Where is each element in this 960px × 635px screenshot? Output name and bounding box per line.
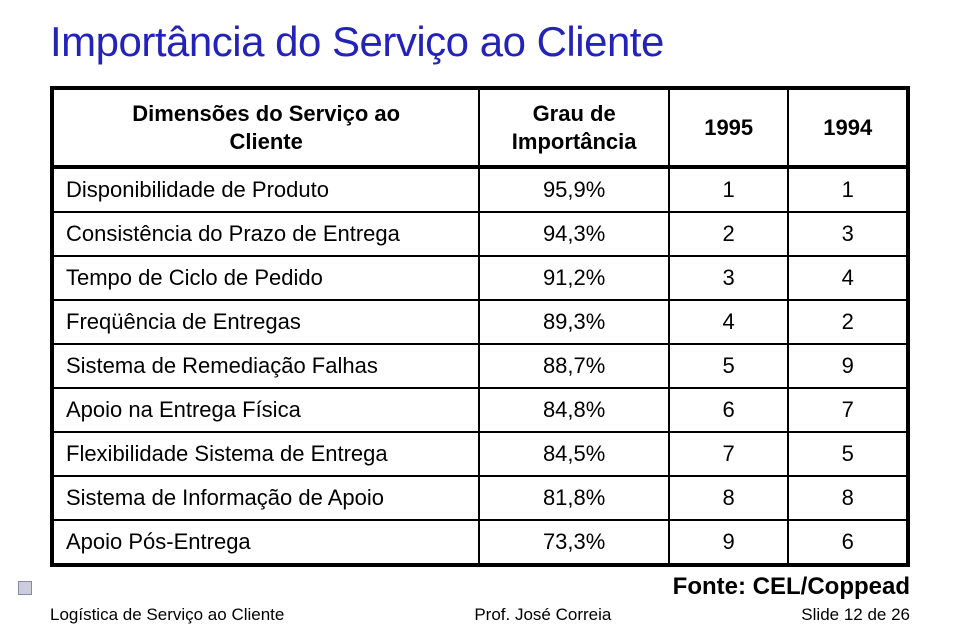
cell-dimension: Freqüência de Entregas [52, 300, 479, 344]
cell-rank: 3 [788, 212, 908, 256]
cell-dimension: Apoio Pós-Entrega [52, 520, 479, 565]
cell-rank: 9 [669, 520, 789, 565]
cell-rank: 1 [788, 167, 908, 212]
cell-rank: 1 [669, 167, 789, 212]
cell-dimension: Flexibilidade Sistema de Entrega [52, 432, 479, 476]
cell-rank: 7 [669, 432, 789, 476]
col-header-dimension: Dimensões do Serviço aoCliente [52, 88, 479, 167]
table-body: Disponibilidade de Produto95,9%11Consist… [52, 167, 908, 565]
cell-rank: 4 [669, 300, 789, 344]
source-label: Fonte: CEL/Coppead [50, 573, 910, 601]
slide: Importância do Serviço ao Cliente Dimens… [0, 0, 960, 635]
table-row: Freqüência de Entregas89,3%42 [52, 300, 908, 344]
cell-importance: 89,3% [479, 300, 669, 344]
table-row: Consistência do Prazo de Entrega94,3%23 [52, 212, 908, 256]
cell-rank: 5 [788, 432, 908, 476]
cell-importance: 81,8% [479, 476, 669, 520]
page-title: Importância do Serviço ao Cliente [50, 18, 910, 66]
cell-rank: 7 [788, 388, 908, 432]
cell-dimension: Tempo de Ciclo de Pedido [52, 256, 479, 300]
table-row: Apoio na Entrega Física84,8%67 [52, 388, 908, 432]
cell-rank: 8 [788, 476, 908, 520]
footer-right: Slide 12 de 26 [801, 605, 910, 625]
cell-importance: 84,5% [479, 432, 669, 476]
table-row: Tempo de Ciclo de Pedido91,2%34 [52, 256, 908, 300]
cell-importance: 84,8% [479, 388, 669, 432]
table-row: Sistema de Informação de Apoio81,8%88 [52, 476, 908, 520]
importance-table: Dimensões do Serviço aoCliente Grau deIm… [50, 86, 910, 567]
cell-dimension: Apoio na Entrega Física [52, 388, 479, 432]
slide-footer: Logística de Serviço ao Cliente Prof. Jo… [0, 605, 960, 625]
cell-importance: 88,7% [479, 344, 669, 388]
footer-left: Logística de Serviço ao Cliente [50, 605, 284, 625]
cell-rank: 3 [669, 256, 789, 300]
table-header-row: Dimensões do Serviço aoCliente Grau deIm… [52, 88, 908, 167]
cell-importance: 95,9% [479, 167, 669, 212]
cell-dimension: Disponibilidade de Produto [52, 167, 479, 212]
col-header-importance: Grau deImportância [479, 88, 669, 167]
cell-rank: 5 [669, 344, 789, 388]
cell-rank: 9 [788, 344, 908, 388]
cell-rank: 6 [788, 520, 908, 565]
table-row: Sistema de Remediação Falhas88,7%59 [52, 344, 908, 388]
cell-importance: 73,3% [479, 520, 669, 565]
cell-rank: 2 [669, 212, 789, 256]
cell-importance: 94,3% [479, 212, 669, 256]
cell-importance: 91,2% [479, 256, 669, 300]
footer-center: Prof. José Correia [474, 605, 611, 625]
table-row: Apoio Pós-Entrega73,3%96 [52, 520, 908, 565]
cell-rank: 2 [788, 300, 908, 344]
table-row: Flexibilidade Sistema de Entrega84,5%75 [52, 432, 908, 476]
cell-dimension: Sistema de Remediação Falhas [52, 344, 479, 388]
cell-rank: 8 [669, 476, 789, 520]
table-row: Disponibilidade de Produto95,9%11 [52, 167, 908, 212]
decorative-square-icon [18, 581, 32, 595]
col-header-1994: 1994 [788, 88, 908, 167]
cell-dimension: Sistema de Informação de Apoio [52, 476, 479, 520]
cell-dimension: Consistência do Prazo de Entrega [52, 212, 479, 256]
col-header-1995: 1995 [669, 88, 789, 167]
cell-rank: 4 [788, 256, 908, 300]
cell-rank: 6 [669, 388, 789, 432]
